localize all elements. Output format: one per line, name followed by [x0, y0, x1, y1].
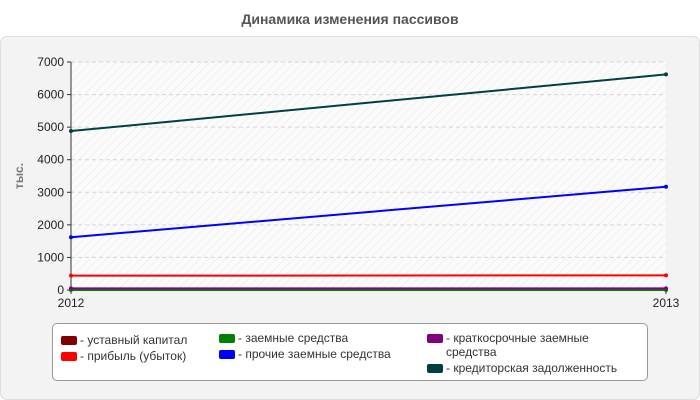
legend-label: - кредиторская задолженность	[446, 361, 618, 375]
legend-swatch	[427, 334, 443, 343]
y-tick-label: 1000	[37, 250, 64, 264]
data-point	[69, 286, 73, 291]
y-tick-label: 0	[57, 283, 64, 297]
y-axis-label: тыс.	[12, 163, 26, 189]
legend-swatch	[427, 364, 443, 373]
legend-swatch	[219, 334, 235, 343]
y-tick-label: 4000	[37, 153, 64, 167]
y-tick-label: 6000	[37, 88, 64, 102]
y-tick-label: 3000	[37, 185, 64, 199]
data-point	[69, 129, 73, 134]
legend-label: - прибыль (убыток)	[80, 349, 187, 363]
data-point	[664, 286, 668, 291]
legend-swatch	[219, 350, 235, 359]
data-point	[69, 273, 73, 278]
series-line	[70, 185, 667, 239]
legend-swatch	[61, 352, 77, 361]
legend-item[interactable]: - краткосрочные заемные средства	[427, 331, 637, 359]
data-point	[69, 235, 73, 240]
chart-title: Динамика изменения пассивов	[241, 11, 459, 27]
legend-label: - заемные средства	[238, 331, 349, 345]
data-point	[664, 184, 668, 189]
y-tick-label: 7000	[37, 55, 64, 69]
legend-item[interactable]: - прибыль (убыток)	[61, 349, 186, 363]
y-tick-label: 2000	[37, 218, 64, 232]
y-tick-label: 5000	[37, 120, 64, 134]
legend-label: - прочие заемные средства	[238, 347, 391, 361]
legend-item[interactable]: - кредиторская задолженность	[427, 361, 617, 375]
legend-item[interactable]: - уставный капитал	[61, 333, 187, 347]
legend: - уставный капитал - прибыль (убыток) - за…	[52, 323, 648, 381]
legend-item[interactable]: - прочие заемные средства	[219, 347, 391, 361]
legend-label: - уставный капитал	[80, 333, 188, 347]
legend-label: - краткосрочные заемные средства	[446, 331, 589, 359]
series-line	[70, 73, 667, 133]
x-tick-label: 2012	[58, 296, 85, 310]
x-tick-label: 2013	[653, 296, 680, 310]
plot-area	[71, 62, 666, 290]
legend-swatch	[61, 336, 77, 345]
data-point	[664, 273, 668, 278]
legend-item[interactable]: - заемные средства	[219, 331, 348, 345]
data-point	[664, 72, 668, 77]
